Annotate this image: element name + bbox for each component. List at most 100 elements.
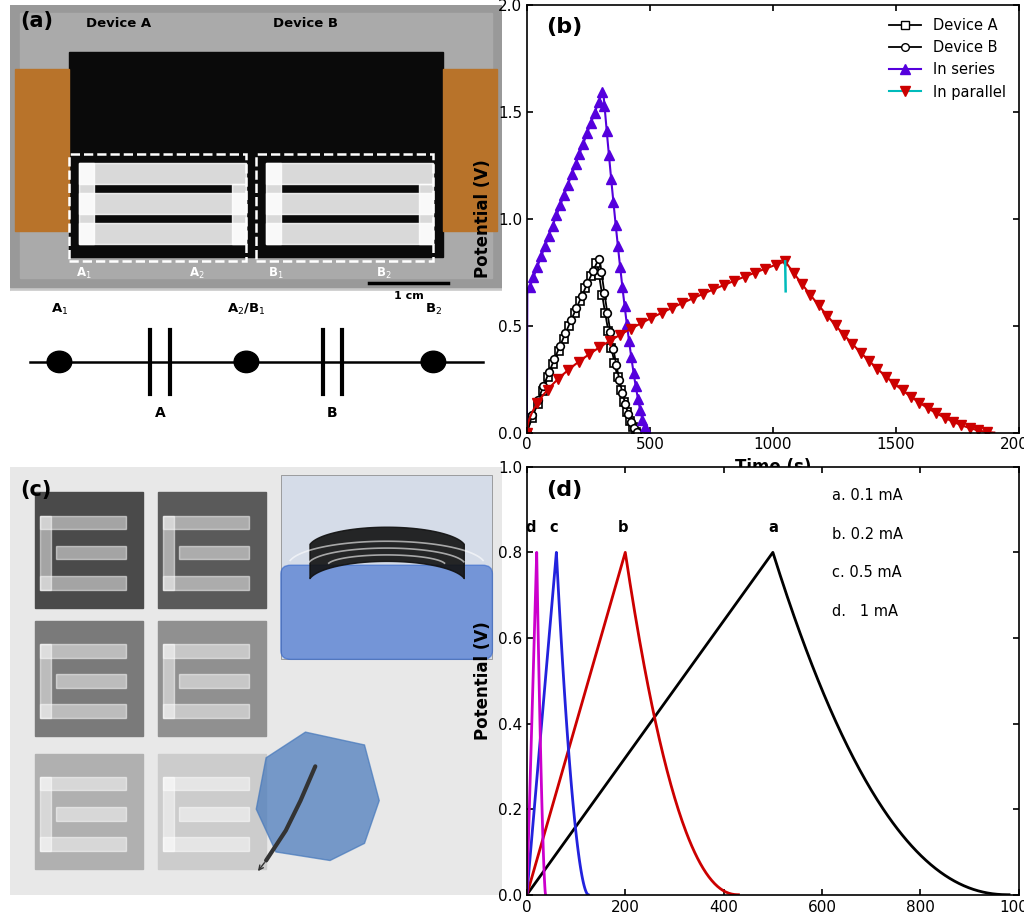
Legend: Device A, Device B, In series, In parallel: Device A, Device B, In series, In parall… xyxy=(883,12,1012,105)
Bar xyxy=(266,193,433,215)
Line: Device B: Device B xyxy=(523,253,643,436)
Bar xyxy=(56,546,126,560)
Text: (c): (c) xyxy=(20,479,51,499)
Bar xyxy=(40,644,50,718)
In series xyxy=(559,187,571,198)
Bar xyxy=(10,291,502,433)
In series xyxy=(641,427,653,438)
Text: b. 0.2 mA: b. 0.2 mA xyxy=(831,527,903,541)
Bar xyxy=(40,516,50,590)
Text: A: A xyxy=(155,405,166,420)
Text: (b): (b) xyxy=(547,17,583,37)
Device B xyxy=(605,332,617,343)
Text: A$_2$/B$_1$: A$_2$/B$_1$ xyxy=(227,302,266,317)
FancyArrowPatch shape xyxy=(259,863,264,870)
In series xyxy=(606,183,618,194)
Polygon shape xyxy=(256,732,379,860)
Text: B$_2$: B$_2$ xyxy=(377,266,392,280)
Device A xyxy=(617,394,630,405)
In series xyxy=(626,358,638,369)
Device B xyxy=(629,425,641,436)
Text: B$_1$: B$_1$ xyxy=(268,266,284,280)
Bar xyxy=(56,674,126,687)
Bar xyxy=(70,52,443,257)
Bar xyxy=(79,163,247,184)
Text: d.   1 mA: d. 1 mA xyxy=(831,603,898,619)
Text: Device A: Device A xyxy=(86,17,152,30)
Device B xyxy=(633,427,645,438)
Text: a. 0.1 mA: a. 0.1 mA xyxy=(831,488,902,503)
Text: (d): (d) xyxy=(547,479,583,499)
Bar xyxy=(10,5,502,287)
Text: b: b xyxy=(617,520,628,535)
FancyBboxPatch shape xyxy=(10,5,502,433)
Bar xyxy=(158,621,266,737)
Bar xyxy=(20,13,493,278)
In series xyxy=(521,427,534,438)
In series xyxy=(599,105,611,116)
Bar xyxy=(158,492,266,608)
Text: B: B xyxy=(328,405,338,420)
Bar xyxy=(163,576,250,590)
Bar xyxy=(79,223,247,245)
Bar xyxy=(163,704,250,718)
Circle shape xyxy=(234,352,259,373)
Device A xyxy=(595,286,607,297)
Bar xyxy=(35,753,143,869)
Bar xyxy=(40,836,126,851)
Text: 1 cm: 1 cm xyxy=(394,291,424,301)
Text: A$_1$: A$_1$ xyxy=(76,266,92,280)
Bar xyxy=(163,516,250,530)
Bar xyxy=(40,704,126,718)
Device A xyxy=(549,354,561,365)
In series xyxy=(639,425,651,436)
Device B xyxy=(550,350,562,361)
Bar xyxy=(266,163,281,245)
Bar xyxy=(163,836,250,851)
Bar xyxy=(40,777,50,851)
Bar xyxy=(35,621,143,737)
Circle shape xyxy=(421,352,445,373)
Text: d: d xyxy=(525,520,536,535)
Bar xyxy=(163,516,174,590)
Bar xyxy=(163,644,174,718)
Device A xyxy=(632,427,644,438)
Text: c: c xyxy=(549,520,558,535)
Y-axis label: Potential (V): Potential (V) xyxy=(474,159,493,278)
Line: Device A: Device A xyxy=(523,257,641,436)
Bar xyxy=(40,516,126,530)
Bar xyxy=(40,576,126,590)
Bar xyxy=(70,154,247,261)
In series xyxy=(597,85,609,96)
Y-axis label: Potential (V): Potential (V) xyxy=(474,622,493,740)
Bar xyxy=(158,753,266,869)
Bar xyxy=(281,476,493,659)
Device B xyxy=(618,397,631,408)
Text: Device B: Device B xyxy=(273,17,338,30)
Device A xyxy=(521,427,534,438)
Text: c. 0.5 mA: c. 0.5 mA xyxy=(831,565,901,580)
Bar xyxy=(40,644,126,657)
Bar xyxy=(163,777,250,791)
Text: (a): (a) xyxy=(20,11,53,31)
Bar xyxy=(40,777,126,791)
Bar xyxy=(163,777,174,851)
Bar xyxy=(35,492,143,608)
Circle shape xyxy=(47,352,72,373)
Device A xyxy=(561,327,573,338)
Text: a: a xyxy=(768,520,778,535)
Bar xyxy=(179,807,250,821)
Device B xyxy=(562,321,574,332)
Bar xyxy=(443,68,498,231)
Bar xyxy=(256,154,433,261)
FancyBboxPatch shape xyxy=(281,565,493,659)
Bar xyxy=(419,184,433,245)
Bar xyxy=(266,163,433,184)
X-axis label: Time (s): Time (s) xyxy=(734,458,811,476)
Bar xyxy=(79,163,94,245)
Device B xyxy=(593,252,605,263)
Bar xyxy=(179,674,250,687)
Text: A$_1$: A$_1$ xyxy=(51,302,69,317)
Device B xyxy=(521,427,534,438)
Device A xyxy=(628,424,640,435)
